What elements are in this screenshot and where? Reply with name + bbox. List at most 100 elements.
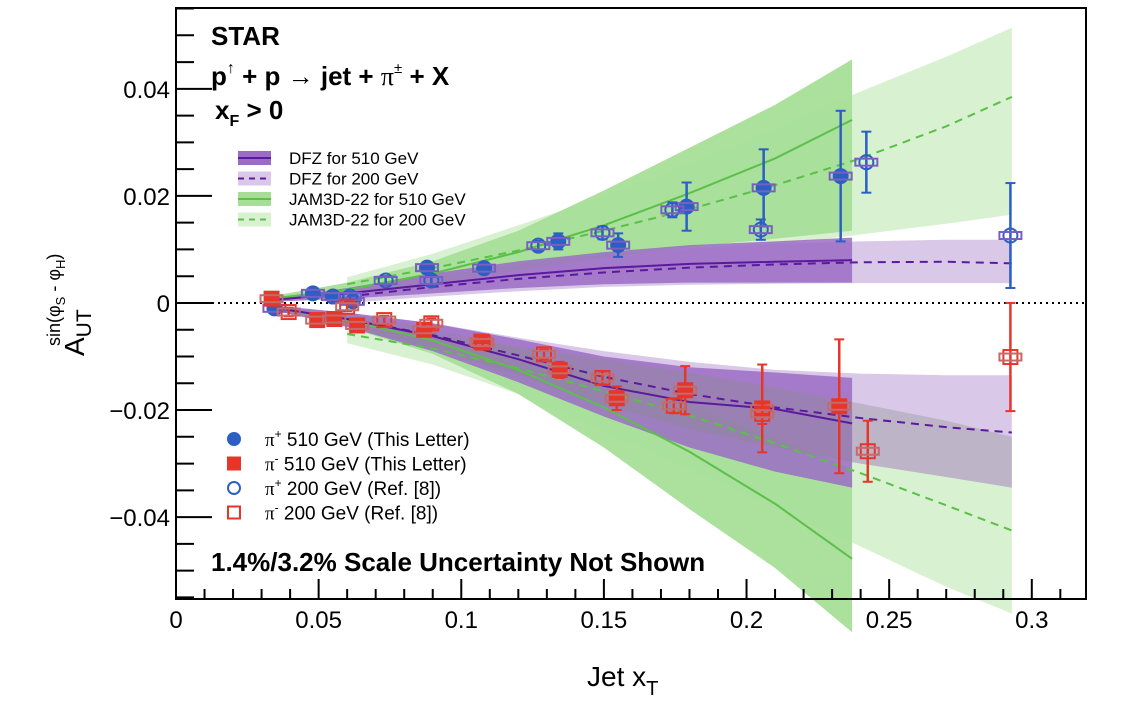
- y-sup-s: S: [53, 296, 68, 305]
- data-point-pim510: [673, 365, 698, 416]
- data-point-pip200: [526, 237, 551, 254]
- open-circle-marker: [377, 272, 394, 289]
- systematic-box: [335, 302, 360, 312]
- systematic-box: [419, 318, 444, 328]
- legend-label: π- 200 GeV (Ref. [8]): [265, 501, 438, 525]
- reaction-mid: + p: [235, 61, 288, 91]
- x-axis-title-sub: T: [646, 678, 658, 700]
- systematic-box: [345, 320, 370, 330]
- legend-label: DFZ for 510 GeV: [289, 149, 419, 168]
- filled-square-marker: [677, 382, 694, 399]
- data-point-pip200: [854, 130, 879, 194]
- systematic-box: [855, 446, 880, 456]
- legend-entry-pip510: π+ 510 GeV (This Letter): [227, 427, 470, 451]
- open-square-marker: [754, 405, 771, 422]
- filled-circle-marker: [832, 168, 849, 185]
- band-jam510_plus: [270, 59, 853, 301]
- y-axis-title-sub: UT: [73, 309, 96, 337]
- systematic-box: [606, 240, 631, 250]
- y-tick-label: −0.04: [109, 505, 170, 532]
- open-square-marker: [1002, 349, 1019, 366]
- systematic-box: [827, 401, 852, 411]
- open-circle-marker: [752, 221, 769, 238]
- systematic-box: [590, 373, 615, 383]
- systematic-box: [419, 275, 444, 285]
- open-square-marker: [280, 304, 297, 321]
- filled-square-marker: [349, 317, 366, 334]
- filled-circle-marker: [476, 260, 493, 277]
- open-square-marker: [535, 346, 552, 363]
- systematic-box: [322, 314, 347, 324]
- systematic-box: [372, 315, 397, 325]
- open-circle-marker: [594, 224, 611, 241]
- systematic-box: [751, 183, 776, 193]
- data-point-pip200: [373, 272, 398, 289]
- systematic-box: [470, 338, 495, 348]
- x-tick-label: 0.1: [445, 607, 478, 634]
- y-axis-title-sup: sin(φS - φH): [44, 254, 68, 346]
- band-dfz510_minus: [270, 305, 853, 488]
- data-point-pim510: [259, 290, 284, 307]
- cut-x: x: [215, 95, 230, 125]
- data-point-pim510: [345, 317, 370, 334]
- data-point-pip200: [748, 218, 773, 241]
- tick-labels: 0 0.05 0.1 0.15 0.2 0.25 0.3 0.04 0.02 0 −0.02 −0.0…: [109, 77, 1048, 634]
- legend-entry-pim200: π- 200 GeV (Ref. [8]): [227, 501, 438, 525]
- data-point-pip510: [472, 260, 497, 277]
- legend-pi: π: [265, 479, 275, 500]
- legend-entry-jam200: JAM3D-22 for 200 GeV: [238, 211, 466, 230]
- legend-text: 510 GeV (This Letter): [279, 455, 467, 476]
- open-circle-marker: [664, 201, 681, 218]
- x-tick-label: 0.05: [295, 607, 342, 634]
- legend-text: 200 GeV (Ref. [8]): [282, 479, 441, 500]
- cut-sub: F: [229, 113, 239, 130]
- legend-label: JAM3D-22 for 510 GeV: [289, 190, 466, 209]
- data-point-pim200: [531, 346, 556, 363]
- open-circle-marker: [1002, 227, 1019, 244]
- systematic-box: [998, 231, 1023, 241]
- theory-bands: [270, 27, 1012, 633]
- legend-marker: [227, 456, 241, 471]
- legend-entry-jam510: JAM3D-22 for 510 GeV: [238, 190, 466, 209]
- data-point-pim510: [322, 311, 347, 328]
- data-point-pip200: [660, 201, 685, 219]
- legend-pi: π: [265, 430, 275, 451]
- data-point-pim200: [998, 301, 1023, 413]
- x-tick-label: 0: [169, 607, 182, 634]
- open-square-marker: [665, 397, 682, 414]
- x-tick-label: 0.3: [1015, 607, 1048, 634]
- x-axis-title: Jet xT: [587, 661, 658, 700]
- legend-charge: +: [275, 476, 282, 490]
- legend-text: 510 GeV (This Letter): [282, 430, 470, 451]
- data-point-pim200: [276, 304, 301, 321]
- systematic-box: [415, 263, 440, 273]
- data-point-pip510: [828, 109, 853, 243]
- legend-label: DFZ for 200 GeV: [289, 170, 419, 189]
- data-point-pim510: [547, 360, 572, 379]
- curve-jam200_minus: [346, 333, 1013, 532]
- legend-label: π+ 200 GeV (Ref. [8]): [265, 476, 441, 500]
- systematic-box: [748, 225, 773, 235]
- legend-pi: π: [265, 455, 275, 476]
- legend-marker: [227, 505, 241, 520]
- y-tick-label: 0.02: [123, 184, 170, 211]
- legend-marker: [227, 481, 241, 495]
- systematic-box: [673, 385, 698, 395]
- reaction-tail: + X: [402, 61, 450, 91]
- data-point-pip200: [590, 224, 615, 241]
- systematic-box: [547, 365, 572, 375]
- open-square-marker: [376, 312, 393, 329]
- x-tick-label: 0.25: [866, 607, 913, 634]
- filled-square-marker: [608, 390, 625, 407]
- y-sup-end: ): [44, 254, 64, 260]
- legend-text: 200 GeV (Ref. [8]): [279, 504, 438, 525]
- data-point-pim200: [855, 419, 880, 483]
- y-sup-a: sin(φ: [44, 305, 64, 346]
- curve-dfz510_plus: [270, 259, 853, 302]
- systematic-box: [276, 307, 301, 317]
- y-tick-label: 0: [157, 291, 170, 318]
- y-axis-title-a: A: [59, 337, 90, 356]
- open-square-marker: [859, 443, 876, 460]
